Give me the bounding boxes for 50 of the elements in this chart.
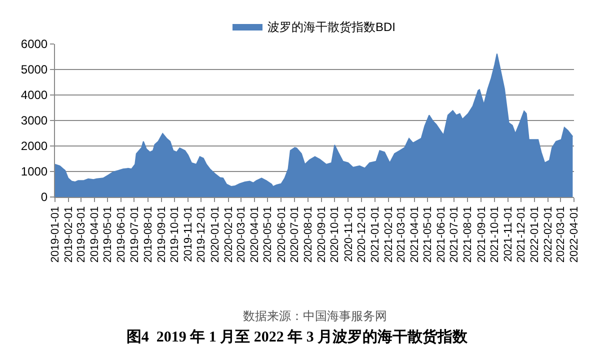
x-tick-label: 2021-07-01 [448,206,461,263]
x-tick-label: 2019-12-01 [196,206,208,263]
x-tick-label: 2020-04-01 [249,206,262,263]
x-tick-label: 2022-04-01 [568,206,581,263]
x-tick-label: 2021-03-01 [395,206,408,263]
y-tick-label: 0 [40,190,48,204]
x-tick-label: 2021-09-01 [476,206,488,263]
x-tick-label: 2021-01-01 [369,206,382,263]
x-tick-label: 2020-03-01 [236,206,248,263]
x-tick-label: 2022-01-01 [529,206,542,263]
x-tick-label: 2020-01-01 [209,206,222,263]
y-tick-label: 3000 [20,114,48,128]
x-tick-label: 2019-06-01 [116,206,128,263]
y-tick-label: 2000 [20,139,48,154]
x-tick-label: 2019-03-01 [75,206,88,263]
x-tick-label: 2019-09-01 [156,206,168,263]
y-tick-label: 1000 [20,164,48,179]
y-tick-label: 4000 [20,88,48,102]
x-tick-label: 2021-05-01 [422,206,434,263]
text: 图4 2019 年 1 月至 2022 年 3 月波罗的海干散货指数 [126,328,469,346]
x-tick-label: 2019-11-01 [182,206,195,262]
x-tick-label: 2020-06-01 [276,206,288,263]
x-tick-label: 2019-08-01 [142,206,154,263]
x-tick-label: 2020-10-01 [329,206,342,263]
x-tick-label: 2022-02-01 [542,206,555,263]
y-tick-label: 5000 [20,62,48,77]
y-tick-label: 6000 [20,37,48,52]
x-tick-label: 2021-08-01 [462,206,474,263]
x-tick-label: 2019-05-01 [102,206,114,263]
x-tick-label: 2020-11-01 [342,206,355,262]
source-note: 数据来源：中国海事服务网 [243,309,387,323]
x-tick-label: 2021-06-01 [436,206,448,263]
x-tick-label: 2020-09-01 [316,206,328,263]
x-tick-label: 2019-10-01 [169,206,182,263]
x-tick-label: 2020-05-01 [262,206,274,263]
x-tick-label: 2021-10-01 [488,206,501,263]
x-tick-label: 2020-08-01 [302,206,315,263]
x-tick-label: 2020-07-01 [288,206,301,263]
x-tick-label: 2019-04-01 [88,206,101,263]
x-tick-label: 2020-02-01 [222,206,235,263]
x-tick-label: 2021-02-01 [383,206,396,263]
x-tick-label: 2019-07-01 [128,206,141,263]
x-tick-label: 2022-03-01 [555,206,568,263]
x-tick-label: 2021-12-01 [516,206,528,263]
x-tick-label: 2021-11-01 [502,206,514,262]
x-tick-label: 2020-12-01 [356,206,368,263]
x-tick-label: 2021-04-01 [408,206,421,263]
x-tick-label: 2019-02-01 [63,206,76,263]
x-tick-label: 2019-01-01 [50,206,62,263]
legend-label: 波罗的海干散货指数BDI [268,20,396,34]
